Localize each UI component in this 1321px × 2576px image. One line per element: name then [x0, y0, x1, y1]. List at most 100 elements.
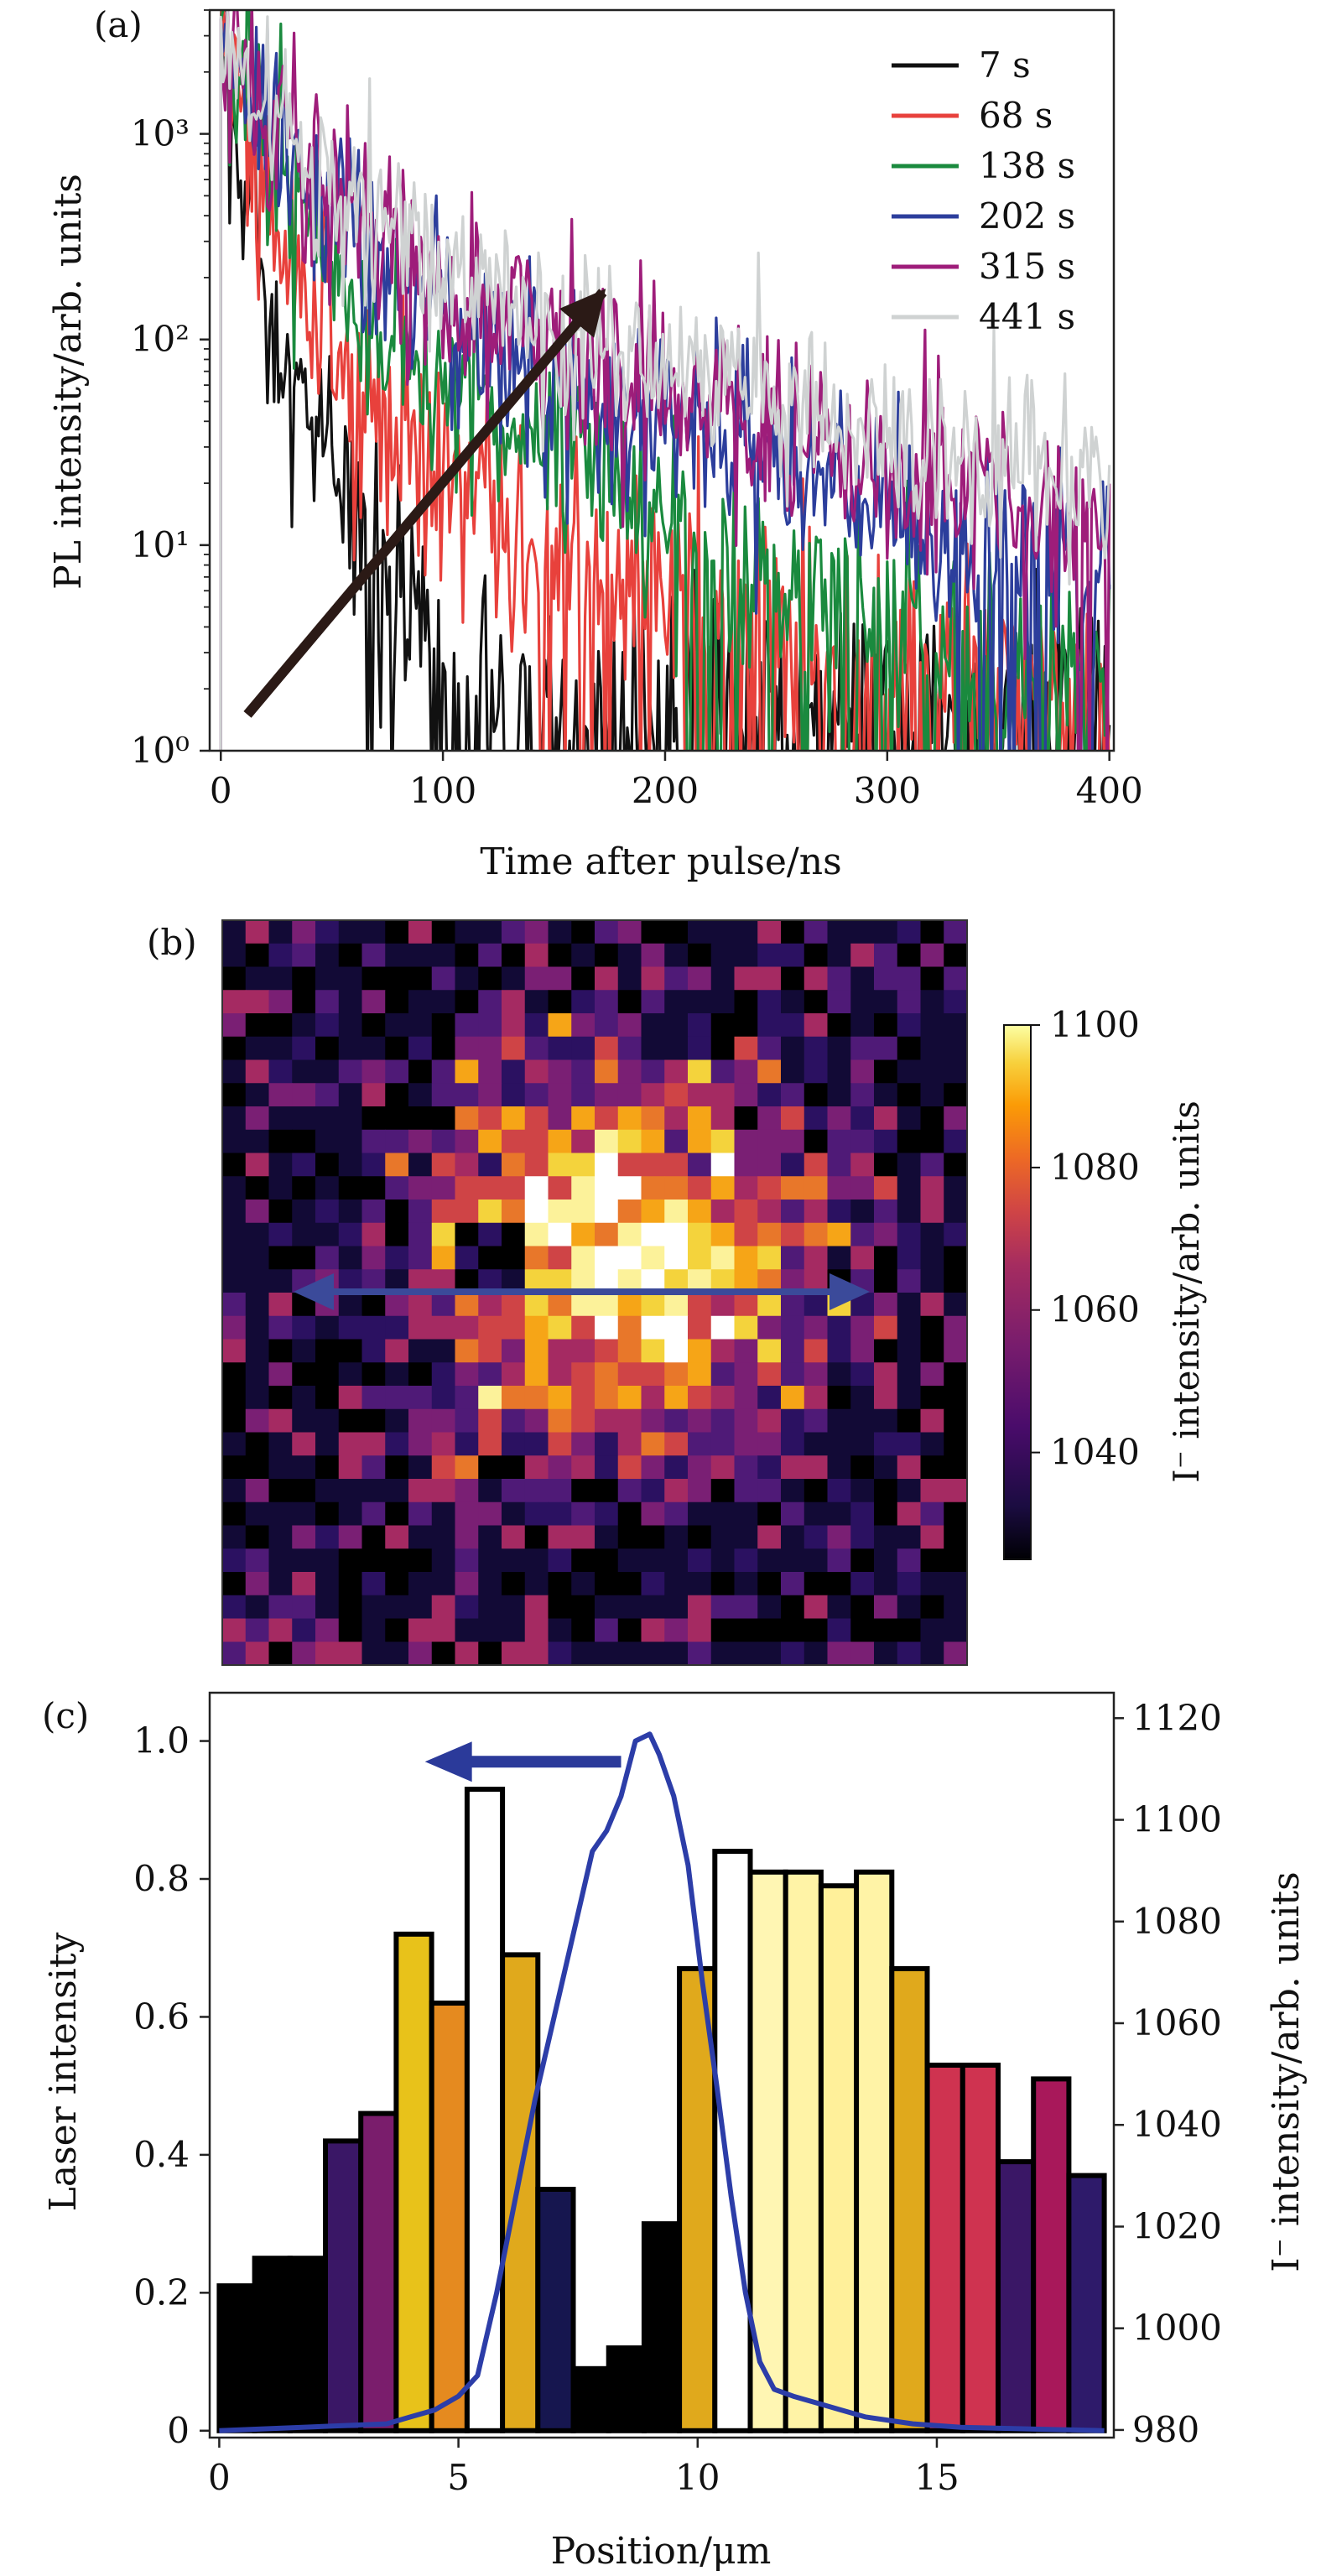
double-arrow-head-right	[830, 1273, 870, 1310]
arrow-head	[424, 1741, 472, 1782]
y2-tick-label: 1100	[1132, 1799, 1222, 1840]
heatmap-cell	[548, 1362, 572, 1387]
heatmap-cell	[431, 1059, 456, 1084]
heatmap-cell	[385, 1525, 409, 1549]
heatmap-cell	[688, 920, 712, 945]
heatmap-cell	[408, 1595, 433, 1620]
heatmap-cell	[710, 1618, 736, 1642]
heatmap-cell	[757, 1083, 782, 1107]
heatmap-cell	[455, 1059, 479, 1084]
heatmap-cell	[385, 920, 409, 945]
heatmap-cell	[571, 1642, 595, 1666]
heatmap-cell	[920, 1200, 944, 1224]
heatmap-cell	[222, 1386, 247, 1410]
heatmap-cell	[455, 1595, 479, 1620]
heatmap-cell	[897, 966, 922, 991]
heatmap-cell	[874, 1293, 898, 1317]
bar	[606, 2345, 647, 2433]
heatmap-cell	[338, 1059, 363, 1084]
heatmap-cell	[245, 1129, 270, 1154]
heatmap-cell	[408, 1642, 433, 1666]
heatmap-cell	[688, 1083, 712, 1107]
heatmap-cell	[595, 1479, 619, 1503]
heatmap-cell	[361, 1059, 386, 1084]
heatmap-cell	[944, 943, 968, 968]
heatmap-cell	[431, 1595, 456, 1620]
heatmap-cell	[408, 1408, 433, 1434]
heatmap-cell	[361, 1293, 386, 1317]
heatmap-cell	[897, 1246, 922, 1270]
heatmap-cell	[408, 1176, 433, 1200]
heatmap-cell	[710, 1501, 736, 1527]
heatmap-cell	[571, 1153, 595, 1177]
heatmap-cell	[502, 1315, 526, 1340]
heatmap-cell	[595, 920, 619, 945]
heatmap-cell	[920, 1362, 944, 1387]
heatmap-cell	[502, 1176, 526, 1200]
heatmap-cell	[268, 1618, 293, 1642]
heatmap-cell	[944, 1083, 968, 1107]
heatmap-cell	[688, 1153, 712, 1177]
heatmap-cell	[664, 1153, 689, 1177]
heatmap-cell	[710, 1548, 736, 1573]
panel-c-y2-axis-title: I⁻ intensity/arb. units	[1265, 1871, 1308, 2272]
heatmap-cell	[664, 1595, 689, 1620]
heatmap-cell	[850, 966, 875, 991]
panel-c-y-ticks: 0 0.2 0.4 0.6 0.8 1.0	[133, 1720, 210, 2451]
heatmap-cell	[920, 1432, 944, 1456]
heatmap-cell	[617, 1572, 642, 1596]
bar	[252, 2256, 293, 2433]
heatmap-cell	[641, 1618, 665, 1642]
y2-tick-label: 980	[1132, 2409, 1199, 2450]
heatmap-cell	[897, 1525, 922, 1549]
heatmap-cell	[874, 1408, 898, 1434]
heatmap-cell	[850, 1548, 875, 1573]
heatmap-cell	[478, 920, 502, 945]
heatmap-cell	[408, 1386, 433, 1410]
heatmap-cell	[734, 1106, 758, 1131]
heatmap-cell	[431, 1432, 456, 1456]
heatmap-cell	[734, 990, 758, 1014]
y-tick-label: 0.6	[133, 1996, 190, 2037]
heatmap-cell	[431, 1525, 456, 1549]
heatmap-cell	[781, 1153, 805, 1177]
heatmap-cell	[710, 1176, 736, 1200]
heatmap-cell	[478, 1501, 502, 1527]
heatmap-cell	[315, 1315, 340, 1340]
heatmap-cell	[664, 1362, 689, 1387]
heatmap-cell	[268, 1525, 293, 1549]
heatmap-cell	[781, 1293, 805, 1317]
heatmap-cell	[315, 966, 340, 991]
heatmap-cell	[478, 1548, 502, 1573]
heatmap-cell	[617, 1106, 642, 1131]
heatmap-cell	[897, 1432, 922, 1456]
heatmap-cell	[548, 1013, 572, 1038]
bar	[287, 2256, 328, 2433]
heatmap-cell	[664, 1315, 689, 1340]
heatmap-cell	[292, 1339, 316, 1363]
heatmap-cell	[944, 1432, 968, 1456]
heatmap-cell	[455, 1525, 479, 1549]
heatmap-cell	[664, 1525, 689, 1549]
heatmap-cell	[827, 1618, 851, 1642]
heatmap-cell	[920, 1036, 944, 1061]
bar	[535, 2187, 576, 2433]
heatmap-cell	[268, 1572, 293, 1596]
heatmap-cell	[361, 1408, 386, 1434]
heatmap-cell	[664, 1200, 689, 1224]
heatmap-cell	[944, 1386, 968, 1410]
heatmap-cell	[920, 1572, 944, 1596]
heatmap-cell	[478, 1013, 502, 1038]
heatmap-cell	[361, 1501, 386, 1527]
heatmap-cell	[920, 1618, 944, 1642]
panel-a: (a) 0 100 200 300 400 10⁰ 10¹ 10² 10³ Time afte…	[47, 4, 1143, 883]
heatmap-cell	[385, 1200, 409, 1224]
heatmap-cell	[804, 1479, 829, 1503]
heatmap-cell	[757, 1572, 782, 1596]
heatmap-cell	[874, 1339, 898, 1363]
heatmap-cell	[641, 1176, 665, 1200]
heatmap-cell	[664, 1293, 689, 1317]
heatmap-cell	[874, 1222, 898, 1247]
heatmap-cell	[688, 1315, 712, 1340]
heatmap-cell	[571, 1129, 595, 1154]
